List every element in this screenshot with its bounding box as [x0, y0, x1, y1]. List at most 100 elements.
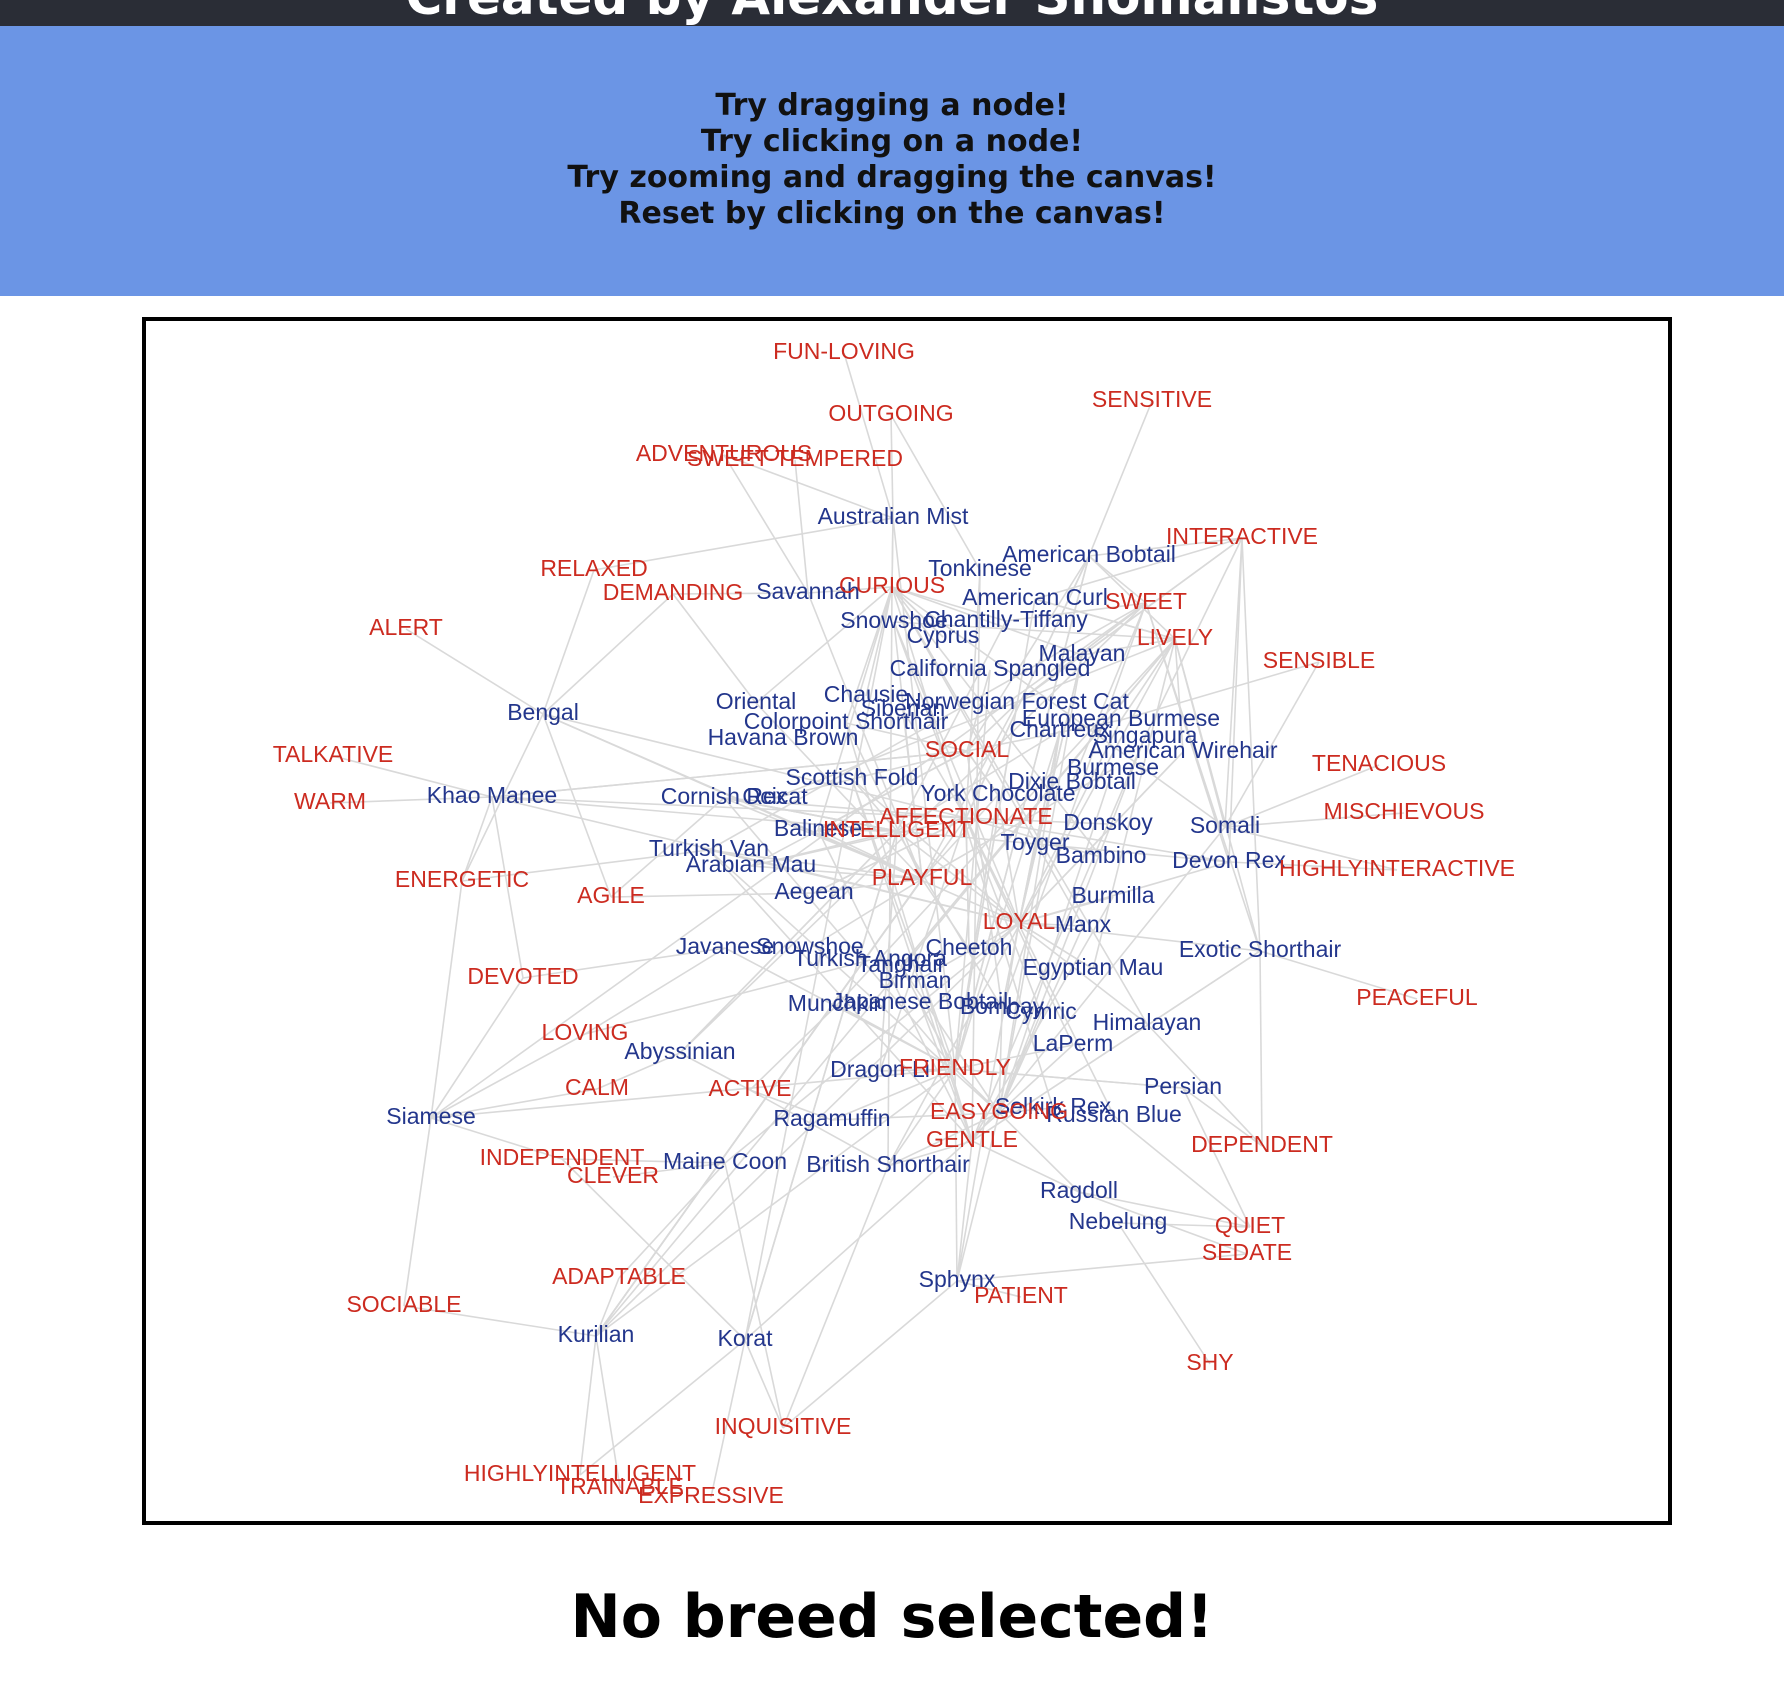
breed-node-sphynx[interactable]: Sphynx [919, 1266, 996, 1292]
breed-node-chantilly-tiffany[interactable]: Chantilly-Tiffany [924, 606, 1088, 632]
trait-node-sociable[interactable]: SOCIABLE [346, 1291, 461, 1317]
trait-node-lively[interactable]: LIVELY [1137, 624, 1213, 650]
trait-node-sweet[interactable]: SWEET [1105, 588, 1187, 614]
trait-node-energetic[interactable]: ENERGETIC [395, 866, 529, 892]
trait-node-dependent[interactable]: DEPENDENT [1191, 1131, 1333, 1157]
trait-node-quiet[interactable]: QUIET [1215, 1212, 1285, 1238]
breed-node-birman[interactable]: Birman [879, 967, 952, 993]
trait-node-fun-loving[interactable]: FUN-LOVING [773, 338, 915, 364]
breed-node-burmilla[interactable]: Burmilla [1071, 882, 1154, 908]
graph-canvas[interactable]: Australian Mist American Bobtail Tonkinese… [142, 317, 1672, 1525]
breed-node-himalayan[interactable]: Himalayan [1093, 1009, 1202, 1035]
trait-node-interactive[interactable]: INTERACTIVE [1166, 523, 1318, 549]
breed-node-tanghair[interactable]: Tanghair [857, 951, 946, 977]
network-graph[interactable]: Australian Mist American BobtailTonkinese… [146, 321, 1668, 1521]
breed-node-malayan[interactable]: Malayan [1039, 640, 1126, 666]
breed-node-havana-brown[interactable]: Havana Brown [708, 724, 859, 750]
breed-node-singapura[interactable]: Singapura [1093, 722, 1198, 748]
breed-node-devon-rex[interactable]: Devon Rex [1172, 847, 1286, 873]
breed-node-california-spangled[interactable]: California Spangled [890, 655, 1091, 681]
breed-node-korat[interactable]: Korat [718, 1325, 774, 1351]
trait-node-easygoing[interactable]: EASYGOING [930, 1098, 1068, 1124]
trait-node-demanding[interactable]: DEMANDING [603, 579, 744, 605]
trait-node-clever[interactable]: CLEVER [567, 1162, 659, 1188]
breed-node-nebelung[interactable]: Nebelung [1069, 1208, 1167, 1234]
trait-node-trainable[interactable]: TRAINABLE [556, 1473, 684, 1499]
trait-node-agile[interactable]: AGILE [577, 882, 645, 908]
breed-node-burmese[interactable]: Burmese [1067, 754, 1159, 780]
trait-node-patient[interactable]: PATIENT [974, 1282, 1068, 1308]
breed-node-siamese[interactable]: Siamese [386, 1103, 475, 1129]
breed-node-khao-manee[interactable]: Khao Manee [427, 782, 557, 808]
breed-node-turkish-angora[interactable]: Turkish Angora [793, 945, 947, 971]
breed-node-bombay[interactable]: Bombay [960, 993, 1045, 1019]
trait-node-alert[interactable]: ALERT [369, 614, 443, 640]
breed-node-american-curl[interactable]: American Curl [962, 584, 1108, 610]
breed-node-donskoy[interactable]: Donskoy [1063, 809, 1153, 835]
trait-node-curious[interactable]: CURIOUS [839, 572, 945, 598]
breed-node-russian-blue[interactable]: Russian Blue [1046, 1101, 1182, 1127]
breed-node-cyprus[interactable]: Cyprus [907, 622, 980, 648]
trait-node-calm[interactable]: CALM [565, 1074, 629, 1100]
trait-node-tenacious[interactable]: TENACIOUS [1312, 750, 1446, 776]
trait-node-mischievous[interactable]: MISCHIEVOUS [1323, 798, 1484, 824]
breed-node-dixie-bobtail[interactable]: Dixie Bobtail [1008, 768, 1136, 794]
trait-node-relaxed[interactable]: RELAXED [540, 555, 647, 581]
trait-node-talkative[interactable]: TALKATIVE [273, 741, 394, 767]
breed-node-norwegian-forest-cat[interactable]: Norwegian Forest Cat [905, 688, 1129, 714]
breed-node-japanese-bobtail[interactable]: Japanese Bobtail [832, 988, 1008, 1014]
breed-node-ocicat[interactable]: Ocicat [742, 783, 808, 809]
breed-node-york-chocolate[interactable]: York Chocolate [920, 780, 1075, 806]
trait-node-social[interactable]: SOCIAL [925, 736, 1010, 762]
trait-node-outgoing[interactable]: OUTGOING [828, 400, 953, 426]
trait-node-devoted[interactable]: DEVOTED [467, 963, 578, 989]
breed-node-colorpoint-shorthair[interactable]: Colorpoint Shorthair [744, 708, 949, 734]
trait-node-highlyintelligent[interactable]: HIGHLYINTELLIGENT [464, 1460, 696, 1486]
breed-node-aegean[interactable]: Aegean [774, 878, 853, 904]
trait-node-sensitive[interactable]: SENSITIVE [1092, 386, 1212, 412]
trait-node-sweet-tempered[interactable]: SWEET-TEMPERED [687, 445, 903, 471]
trait-node-active[interactable]: ACTIVE [708, 1075, 791, 1101]
trait-node-inquisitive[interactable]: INQUISITIVE [715, 1413, 852, 1439]
breed-node-toyger[interactable]: Toyger [1000, 829, 1069, 855]
breed-node-exotic-shorthair[interactable]: Exotic Shorthair [1179, 936, 1342, 962]
breed-node-kurilian[interactable]: Kurilian [558, 1321, 635, 1347]
breed-node-snowshoe[interactable]: Snowshoe [840, 607, 947, 633]
trait-node-shy[interactable]: SHY [1186, 1349, 1233, 1375]
breed-node-dragon-li[interactable]: Dragon Li [830, 1056, 930, 1082]
trait-node-loyal[interactable]: LOYAL [983, 908, 1056, 934]
trait-node-friendly[interactable]: FRIENDLY [899, 1054, 1011, 1080]
breed-node-persian[interactable]: Persian [1144, 1073, 1222, 1099]
trait-node-intelligent[interactable]: INTELLIGENT [823, 816, 971, 842]
breed-node-cornish-rex[interactable]: Cornish Rex [661, 783, 788, 809]
breed-node-american-bobtail[interactable]: American Bobtail [1002, 541, 1176, 567]
trait-node-sedate[interactable]: SEDATE [1202, 1239, 1292, 1265]
trait-node-adaptable[interactable]: ADAPTABLE [552, 1263, 686, 1289]
trait-node-peaceful[interactable]: PEACEFUL [1356, 984, 1478, 1010]
breed-node-scottish-fold[interactable]: Scottish Fold [786, 764, 919, 790]
breed-node-cymric[interactable]: Cymric [1005, 998, 1077, 1024]
breed-node-oriental[interactable]: Oriental [716, 688, 797, 714]
breed-node-american-wirehair[interactable]: American Wirehair [1088, 737, 1277, 763]
breed-node-javanese[interactable]: Javanese [676, 933, 774, 959]
breed-node-snowshoe[interactable]: Snowshoe [756, 933, 863, 959]
breed-node-somali[interactable]: Somali [1190, 812, 1260, 838]
trait-node-adventurous[interactable]: ADVENTUROUS [636, 440, 812, 466]
breed-node-cheetoh[interactable]: Cheetoh [926, 934, 1013, 960]
breed-node-british-shorthair[interactable]: British Shorthair [806, 1151, 970, 1177]
trait-node-affectionate[interactable]: AFFECTIONATE [879, 803, 1052, 829]
trait-node-highlyinteractive[interactable]: HIGHLYINTERACTIVE [1279, 855, 1515, 881]
breed-node-turkish-van[interactable]: Turkish Van [649, 835, 769, 861]
breed-node-australian-mist[interactable]: Australian Mist [818, 503, 969, 529]
breed-node-maine-coon[interactable]: Maine Coon [663, 1148, 787, 1174]
breed-node-savannah[interactable]: Savannah [756, 578, 860, 604]
breed-node-chartreux[interactable]: Chartreux [1010, 716, 1111, 742]
trait-node-loving[interactable]: LOVING [542, 1019, 629, 1045]
trait-node-playful[interactable]: PLAYFUL [872, 864, 973, 890]
breed-node-munchkin[interactable]: Munchkin [788, 990, 886, 1016]
trait-node-warm[interactable]: WARM [294, 788, 366, 814]
breed-node-chausie[interactable]: Chausie [824, 681, 908, 707]
breed-node-arabian-mau[interactable]: Arabian Mau [686, 851, 816, 877]
breed-node-egyptian-mau[interactable]: Egyptian Mau [1023, 954, 1164, 980]
breed-node-balinese[interactable]: Balinese [774, 815, 862, 841]
